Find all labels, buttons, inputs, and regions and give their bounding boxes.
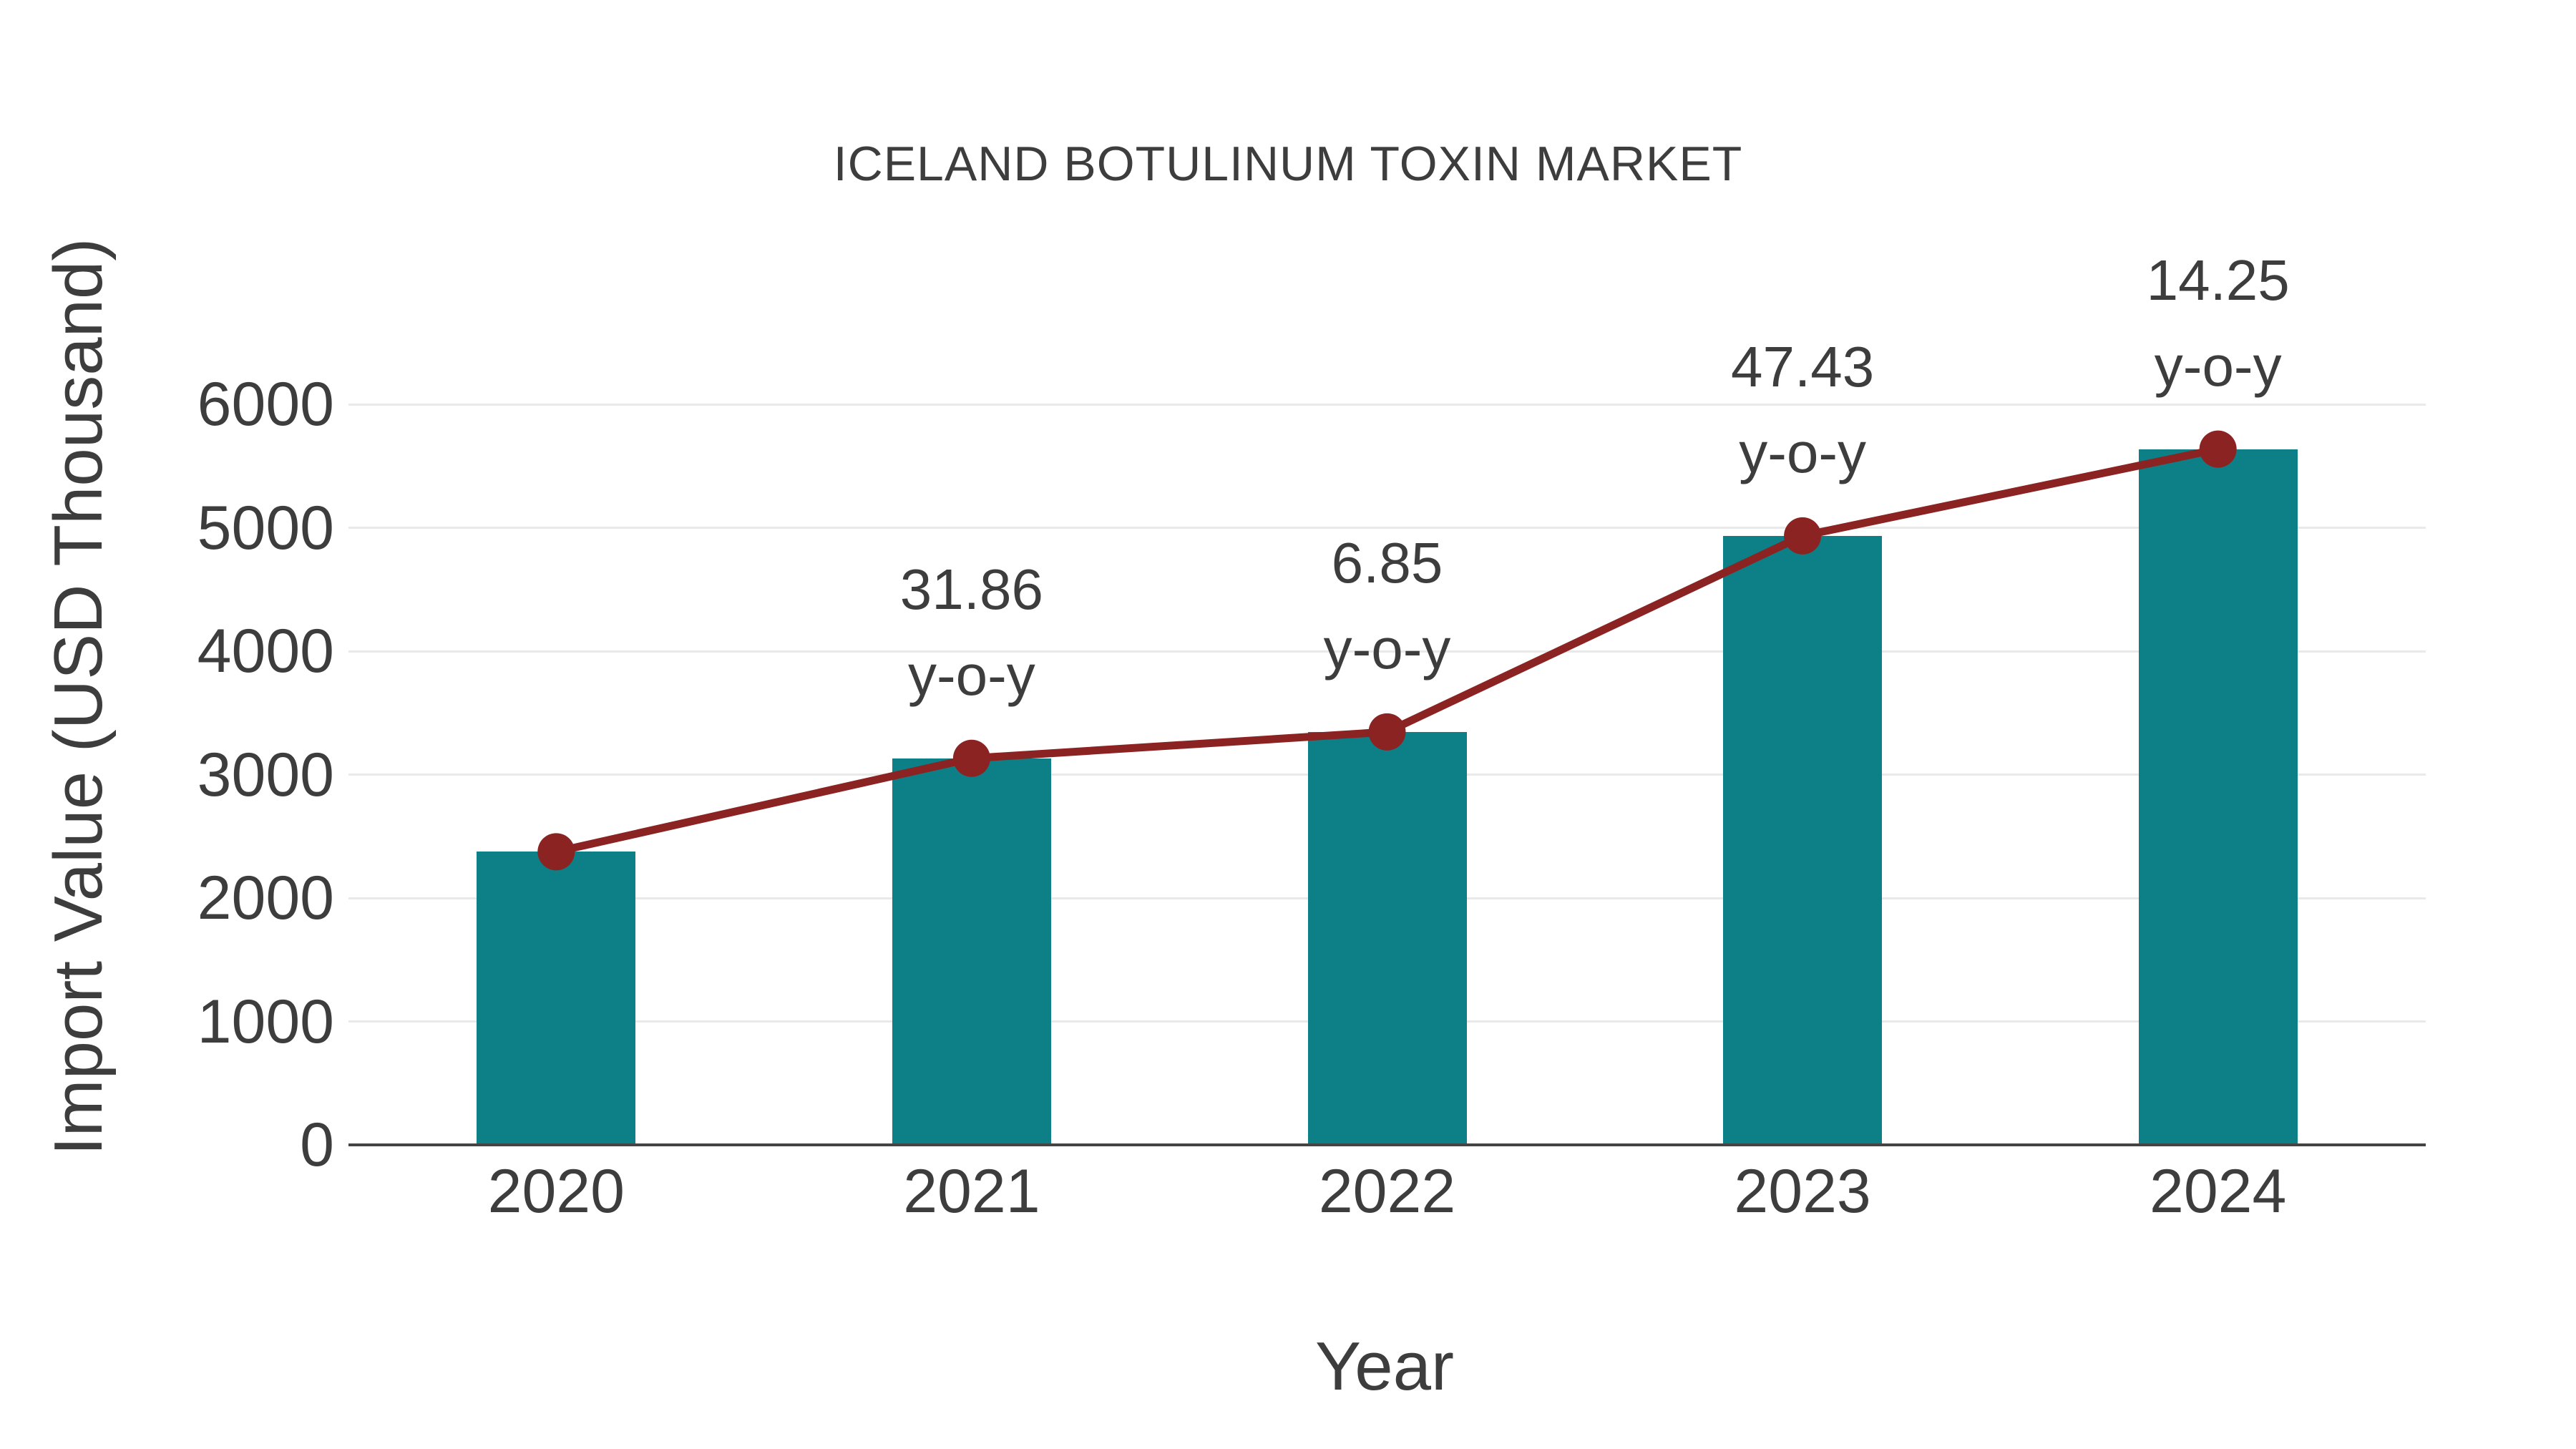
x-tick-label-2023: 2023: [1734, 1157, 1871, 1226]
bar-2023: [1723, 535, 1883, 1145]
annotation-value: 47.43: [1730, 334, 1875, 399]
chart-title: ICELAND BOTULINUM TOXIN MARKET: [833, 137, 1743, 191]
x-tick-label-2022: 2022: [1318, 1157, 1456, 1226]
annotation-value: 31.86: [899, 557, 1043, 621]
x-tick-label-2020: 2020: [487, 1157, 625, 1226]
y-tick-label-0: 0: [300, 1111, 334, 1179]
annotation-2021: 31.86 y-o-y: [757, 547, 1186, 718]
y-tick-label-2000: 2000: [197, 864, 334, 932]
annotation-value: 6.85: [1331, 530, 1443, 595]
x-tick-label-2021: 2021: [903, 1157, 1040, 1226]
bar-2020: [477, 852, 636, 1145]
annotation-suffix: y-o-y: [1323, 616, 1451, 680]
annotation-2022: 6.85 y-o-y: [1173, 520, 1602, 692]
y-tick-label-4000: 4000: [197, 617, 334, 686]
y-tick-label-3000: 3000: [197, 740, 334, 809]
grid-line-6000: [348, 403, 2426, 406]
y-tick-label-1000: 1000: [197, 987, 334, 1056]
annotation-suffix: y-o-y: [908, 643, 1035, 707]
bar-2022: [1307, 731, 1467, 1145]
y-tick-label-6000: 6000: [197, 370, 334, 439]
x-tick-label-2024: 2024: [2150, 1157, 2287, 1226]
x-axis-title: Year: [1315, 1328, 1454, 1405]
bar-2024: [2138, 449, 2298, 1145]
y-tick-label-5000: 5000: [197, 493, 334, 562]
annotation-2024: 14.25 y-o-y: [2004, 238, 2433, 409]
annotation-suffix: y-o-y: [1739, 420, 1866, 484]
x-axis-line: [348, 1143, 2426, 1146]
annotation-2023: 47.43 y-o-y: [1588, 324, 2017, 496]
annotation-suffix: y-o-y: [2154, 333, 2282, 398]
annotation-value: 14.25: [2146, 248, 2290, 312]
bar-2021: [892, 758, 1051, 1145]
